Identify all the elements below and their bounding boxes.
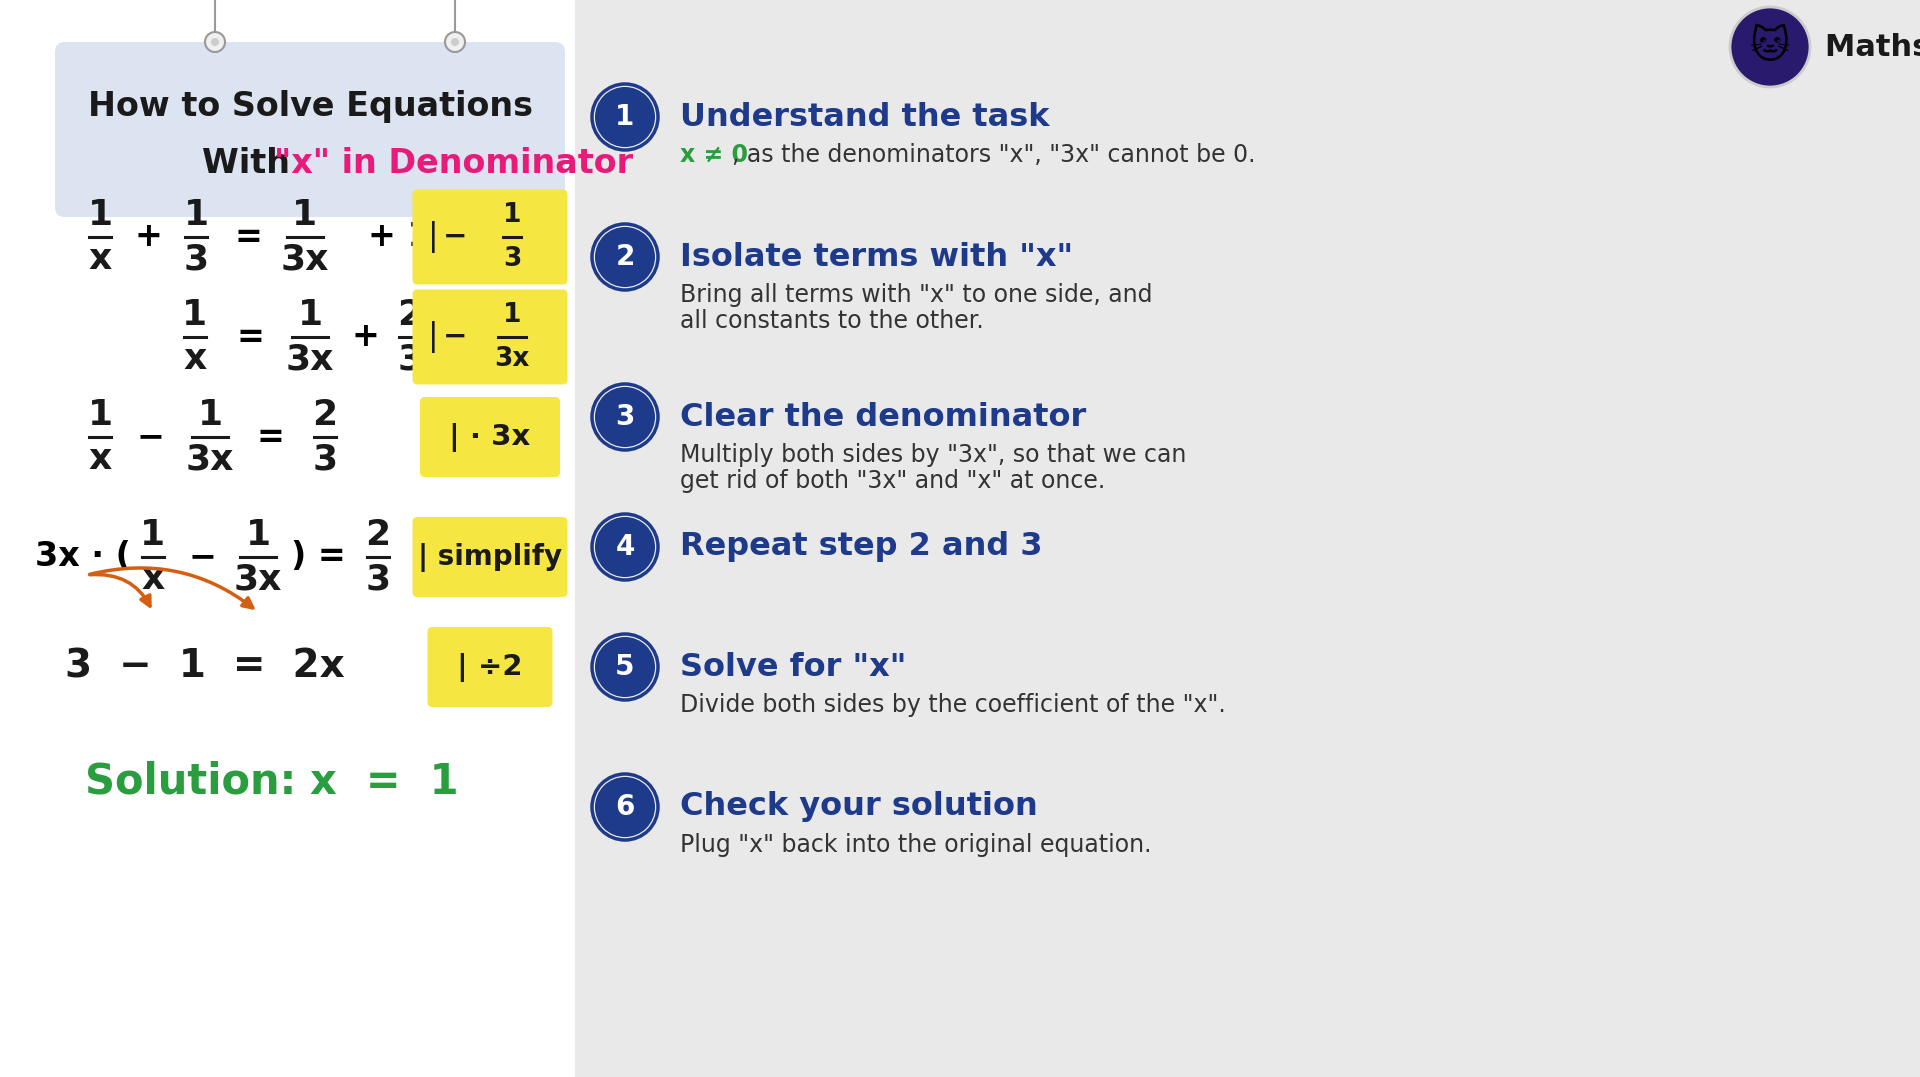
FancyBboxPatch shape [428, 627, 553, 707]
Text: 1: 1 [503, 302, 520, 328]
Text: 2: 2 [313, 398, 338, 432]
Text: 3: 3 [365, 562, 390, 596]
Text: 3x: 3x [493, 346, 530, 372]
Text: 🐱: 🐱 [1749, 28, 1789, 66]
Bar [0, 0, 574, 1077]
FancyBboxPatch shape [413, 190, 568, 284]
Text: Multiply both sides by "3x", so that we can: Multiply both sides by "3x", so that we … [680, 443, 1187, 467]
Text: 4: 4 [614, 533, 636, 561]
Circle shape [205, 32, 225, 52]
Text: 1: 1 [503, 202, 520, 228]
Text: 1: 1 [298, 298, 323, 332]
FancyBboxPatch shape [420, 397, 561, 477]
Text: 1: 1 [184, 198, 209, 232]
Text: Plug "x" back into the original equation.: Plug "x" back into the original equation… [680, 833, 1152, 857]
Text: 1: 1 [88, 398, 113, 432]
Text: all constants to the other.: all constants to the other. [680, 309, 983, 333]
Text: 3: 3 [503, 246, 520, 272]
Text: Check your solution: Check your solution [680, 792, 1037, 823]
Text: 3: 3 [614, 403, 636, 431]
Text: 1: 1 [616, 103, 636, 131]
Text: | · 3x: | · 3x [449, 422, 530, 451]
Text: |: | [428, 321, 440, 353]
Text: 3  −  1  =  2x: 3 − 1 = 2x [65, 648, 346, 686]
Circle shape [595, 227, 655, 286]
Text: x: x [88, 242, 111, 276]
Bar [574, 0, 1920, 1077]
Text: −: − [444, 223, 468, 251]
Circle shape [595, 517, 655, 577]
Text: Understand the task: Understand the task [680, 101, 1050, 132]
Text: Bring all terms with "x" to one side, and: Bring all terms with "x" to one side, an… [680, 283, 1152, 307]
Text: +: + [351, 321, 378, 353]
Text: =: = [255, 420, 284, 453]
Text: Isolate terms with "x": Isolate terms with "x" [680, 241, 1073, 272]
Text: =: = [234, 221, 261, 253]
Text: · 3x: · 3x [420, 541, 490, 573]
FancyBboxPatch shape [413, 517, 568, 597]
Text: 3: 3 [397, 342, 422, 376]
Text: Clear the denominator: Clear the denominator [680, 402, 1087, 433]
Text: =: = [236, 321, 263, 353]
Text: Maths Angel: Maths Angel [1826, 32, 1920, 61]
Text: , as the denominators "x", "3x" cannot be 0.: , as the denominators "x", "3x" cannot b… [732, 143, 1256, 167]
Text: +: + [134, 221, 161, 253]
Text: 1: 1 [198, 398, 223, 432]
Circle shape [211, 38, 219, 46]
Text: x ≠ 0: x ≠ 0 [680, 143, 749, 167]
Text: Divide both sides by the coefficient of the "x".: Divide both sides by the coefficient of … [680, 693, 1225, 717]
Text: "x" in Denominator: "x" in Denominator [275, 148, 634, 180]
Circle shape [595, 637, 655, 697]
Text: 3x: 3x [234, 562, 282, 596]
FancyBboxPatch shape [56, 42, 564, 216]
Text: −: − [136, 420, 163, 453]
Text: ) =: ) = [290, 541, 346, 573]
Circle shape [595, 777, 655, 837]
Text: Solution:: Solution: [84, 761, 296, 803]
Text: x: x [184, 342, 207, 376]
Text: | simplify: | simplify [419, 543, 563, 572]
Circle shape [595, 387, 655, 447]
Text: 1: 1 [182, 298, 207, 332]
Text: 1: 1 [140, 518, 165, 553]
Circle shape [595, 87, 655, 146]
Text: get rid of both "3x" and "x" at once.: get rid of both "3x" and "x" at once. [680, 468, 1106, 493]
Text: 2: 2 [614, 243, 636, 271]
Text: 3x · (: 3x · ( [35, 541, 131, 573]
Text: Solve for "x": Solve for "x" [680, 652, 906, 683]
Text: 6: 6 [614, 793, 636, 821]
Text: Repeat step 2 and 3: Repeat step 2 and 3 [680, 532, 1043, 562]
Text: 1: 1 [246, 518, 271, 553]
Text: 3x: 3x [280, 242, 328, 276]
Text: 3: 3 [184, 242, 209, 276]
Text: How to Solve Equations: How to Solve Equations [88, 89, 532, 123]
Text: −: − [188, 541, 217, 573]
Circle shape [445, 32, 465, 52]
Text: 5: 5 [614, 653, 636, 681]
Text: x: x [142, 562, 165, 596]
Circle shape [1730, 6, 1811, 87]
Circle shape [451, 38, 459, 46]
Text: x: x [88, 442, 111, 476]
FancyBboxPatch shape [413, 290, 568, 384]
Text: 3x: 3x [186, 442, 234, 476]
Text: + 1: + 1 [369, 221, 430, 253]
Text: −: − [444, 323, 468, 351]
Text: |: | [428, 221, 440, 253]
Text: With: With [202, 148, 301, 180]
Text: 2: 2 [365, 518, 390, 553]
Text: 3x: 3x [286, 342, 334, 376]
Text: 1: 1 [88, 198, 113, 232]
Text: | ÷2: | ÷2 [457, 653, 522, 682]
Text: 2: 2 [397, 298, 422, 332]
Text: 3: 3 [313, 442, 338, 476]
Text: 1: 1 [292, 198, 317, 232]
Text: x  =  1: x = 1 [309, 761, 459, 803]
